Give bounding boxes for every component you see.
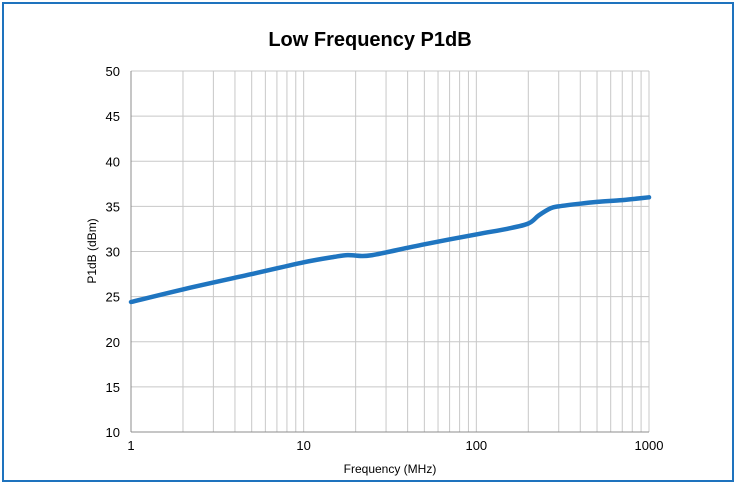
y-tick-label: 25	[106, 290, 120, 305]
y-tick-label: 50	[106, 64, 120, 79]
y-tick-label: 45	[106, 109, 120, 124]
chart-frame	[2, 2, 734, 482]
x-tick-label: 100	[465, 438, 487, 453]
x-axis-label: Frequency (MHz)	[344, 462, 437, 476]
y-tick-label: 40	[106, 154, 120, 169]
grid	[130, 70, 650, 433]
series-group	[128, 195, 652, 305]
chart-title: Low Frequency P1dB	[268, 29, 471, 51]
x-tick-label: 1000	[635, 438, 664, 453]
y-tick-label: 30	[106, 245, 120, 260]
x-tick-label: 1	[127, 438, 134, 453]
y-tick-labels: 10 15 20 25 30 35 40 45 50	[106, 64, 120, 440]
y-tick-label: 35	[106, 199, 120, 214]
y-axis-label: P1dB (dBm)	[85, 218, 99, 283]
x-tick-label: 10	[296, 438, 310, 453]
x-tick-labels: 1 10 100 1000	[127, 438, 663, 453]
series-line	[128, 195, 652, 305]
y-tick-label: 10	[106, 425, 120, 440]
y-tick-label: 20	[106, 335, 120, 350]
y-tick-label: 15	[106, 380, 120, 395]
